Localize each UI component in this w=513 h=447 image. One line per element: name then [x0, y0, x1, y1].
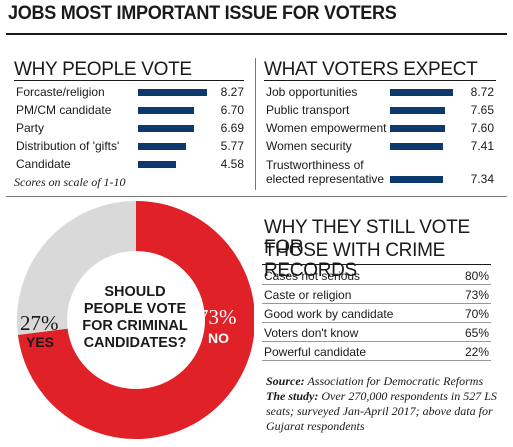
bar-value-label: 6.69: [220, 121, 244, 135]
bar: [390, 125, 445, 132]
bar: [138, 125, 195, 132]
donut-question-line: PEOPLE VOTE: [83, 301, 187, 317]
donut-slice-no: [17, 201, 254, 439]
bar-category-label: Women empowerment: [266, 121, 387, 135]
crime-title-line2: THOSE WITH CRIME RECORDS: [264, 240, 445, 281]
why-vote-title: WHY PEOPLE VOTE: [14, 59, 192, 80]
bar-category-label: Candidate: [16, 157, 71, 171]
table-row: Caste or religion 73%: [262, 285, 491, 304]
expect-title: WHAT VOTERS EXPECT: [264, 59, 478, 80]
main-title: JOBS MOST IMPORTANT ISSUE FOR VOTERS: [8, 3, 397, 24]
bar-value-label: 7.41: [470, 139, 494, 153]
no-percent: 73%: [198, 305, 237, 329]
crime-rule: [262, 264, 491, 265]
scale-note: Scores on scale of 1-10: [14, 175, 126, 189]
bar: [390, 107, 446, 114]
bar: [390, 176, 443, 183]
title-rule: [6, 33, 507, 35]
table-row: Powerful candidate 22%: [262, 342, 491, 361]
donut-question-line: CANDIDATES?: [83, 335, 187, 351]
bar-category-label: Job opportunities: [266, 85, 358, 99]
bar-category-label: Forcaste/religion: [16, 85, 105, 99]
bar: [390, 143, 444, 150]
table-row-label: Voters don't know: [264, 326, 359, 340]
bar: [138, 107, 195, 114]
bar-value-label: 4.58: [220, 157, 244, 171]
source-text: Association for Democratic Reforms: [307, 374, 484, 388]
source-label: Source:: [266, 374, 305, 388]
expect-rule: [264, 80, 496, 81]
bar: [138, 89, 208, 96]
bar-value-label: 7.34: [470, 172, 494, 186]
study-text: Over 270,000 respondents in 527 LS seats…: [266, 389, 497, 433]
donut-question-line: SHOULD: [104, 284, 166, 300]
crime-title-line1: WHY THEY STILL VOTE FOR: [264, 217, 470, 258]
bar-category-label: Public transport: [266, 103, 350, 117]
table-row-value: 65%: [464, 326, 489, 340]
bar-category-label: Trustworthiness of elected representative: [266, 158, 385, 186]
bar: [390, 89, 453, 96]
table-row: Cases not serious 80%: [262, 266, 491, 285]
no-label: NO: [208, 330, 229, 346]
bar-category-label: Distribution of 'gifts': [16, 139, 120, 153]
table-row-value: 22%: [464, 345, 489, 359]
bar: [138, 143, 187, 150]
bar-category-label: Party: [16, 121, 45, 135]
yes-label: YES: [26, 334, 55, 350]
why-vote-rule: [14, 80, 244, 81]
table-row-label: Caste or religion: [264, 288, 352, 302]
table-row: Good work by candidate 70%: [262, 304, 491, 323]
vertical-divider: [255, 58, 256, 190]
study-label: The study:: [266, 389, 319, 403]
table-row-label: Powerful candidate: [264, 345, 367, 359]
yes-percent: 27%: [20, 311, 59, 335]
donut-chart: [16, 201, 254, 439]
table-row-value: 70%: [464, 307, 489, 321]
bar: [138, 161, 177, 168]
bar-value-label: 5.77: [220, 139, 244, 153]
horizontal-divider: [6, 196, 507, 197]
bar-category-label: Women security: [266, 139, 352, 153]
table-row: Voters don't know 65%: [262, 323, 491, 342]
bar-value-label: 8.72: [470, 85, 494, 99]
donut-question: SHOULD PEOPLE VOTE FOR CRIMINAL CANDIDAT…: [70, 284, 200, 352]
bar-value-label: 6.70: [220, 103, 244, 117]
bar-value-label: 8.27: [220, 85, 244, 99]
table-row-value: 73%: [464, 288, 489, 302]
source-note: Source: Association for Democratic Refor…: [266, 374, 506, 434]
bar-value-label: 7.60: [470, 121, 494, 135]
bar-category-label: PM/CM candidate: [16, 103, 112, 117]
table-row-label: Cases not serious: [264, 269, 361, 283]
donut-slice-yes: [16, 201, 136, 335]
bar-value-label: 7.65: [470, 103, 494, 117]
donut-question-line: FOR CRIMINAL: [82, 318, 188, 334]
table-row-value: 80%: [464, 269, 489, 283]
table-row-label: Good work by candidate: [264, 307, 394, 321]
